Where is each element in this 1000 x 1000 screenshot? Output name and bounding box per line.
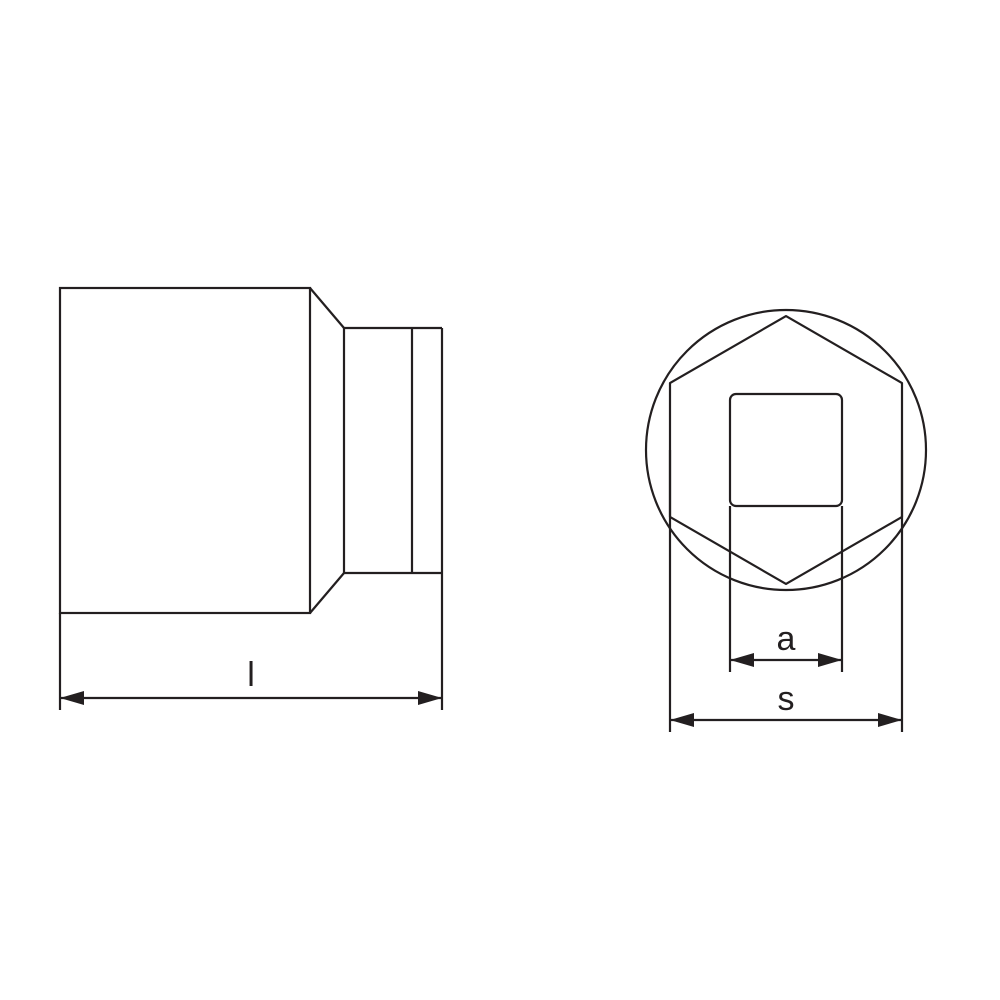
- dim-a-label: a: [777, 620, 796, 658]
- dim-s-label: s: [778, 680, 795, 718]
- hexagon: [670, 316, 902, 584]
- end-view: as: [646, 310, 926, 732]
- side-view: l: [60, 288, 442, 710]
- drive-square: [730, 394, 842, 506]
- dim-l-label: l: [247, 656, 255, 694]
- outer-circle: [646, 310, 926, 590]
